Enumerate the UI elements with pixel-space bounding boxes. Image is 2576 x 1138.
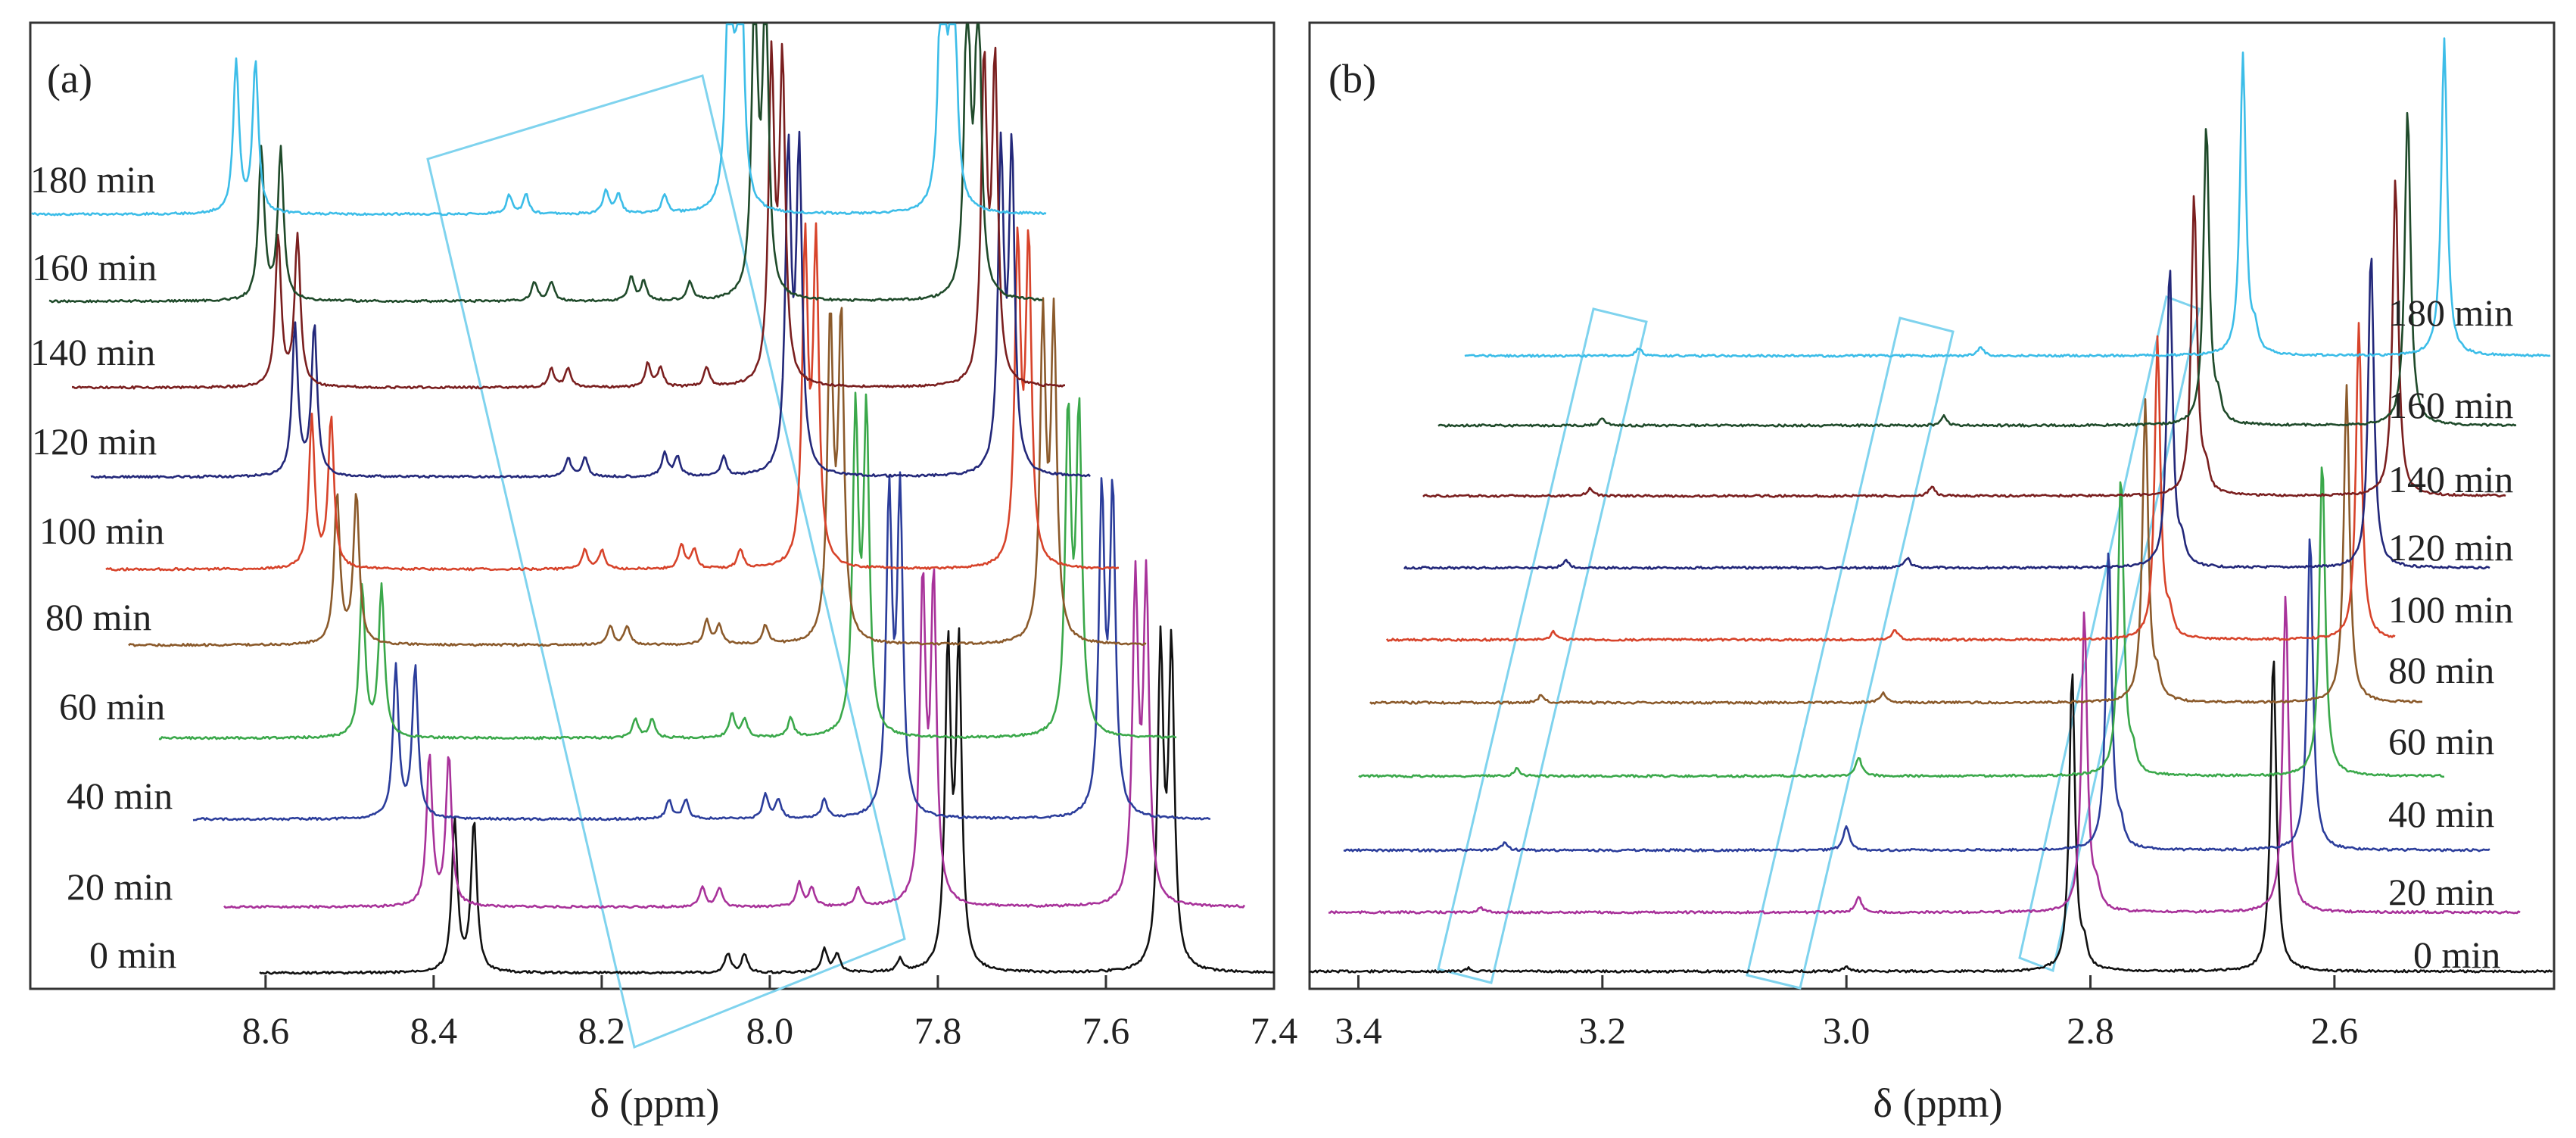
spectrum-line xyxy=(1385,322,2396,642)
panel-a-spectra xyxy=(31,23,1275,975)
time-label: 0 min xyxy=(89,934,176,976)
panel-b: (b) 0 min 20 min 40 min 60 min 80 min 100 min… xyxy=(1308,21,2556,1126)
spectrum-line xyxy=(31,23,1047,217)
time-label: 100 min xyxy=(39,510,164,552)
spectrum-line xyxy=(1369,384,2423,705)
spectrum-line xyxy=(259,625,1275,975)
panel-b-label: (b) xyxy=(1328,56,1376,101)
spectrum-line xyxy=(1403,257,2490,570)
x-tick-label: 7.4 xyxy=(1251,1009,1298,1052)
time-label: 20 min xyxy=(2388,871,2494,913)
x-tick-label: 8.4 xyxy=(410,1009,458,1052)
panel-a-label: (a) xyxy=(47,56,92,101)
spectrum-line xyxy=(1309,660,2553,974)
spectrum-line xyxy=(72,40,1065,390)
spectrum-line xyxy=(1328,595,2521,915)
time-label: 20 min xyxy=(67,865,173,908)
time-label: 160 min xyxy=(32,246,157,288)
time-label: 80 min xyxy=(2388,649,2494,691)
time-label: 180 min xyxy=(30,158,155,201)
panel-b-x-axis-title: δ (ppm) xyxy=(1874,1080,2003,1126)
spectrum-line xyxy=(1358,466,2445,778)
spectrum-line xyxy=(1438,111,2517,428)
x-tick-label: 8.6 xyxy=(242,1009,290,1052)
spectrum-line xyxy=(128,297,1147,647)
highlight-box xyxy=(1746,316,1955,990)
panel-b-time-labels: 0 min 20 min 40 min 60 min 80 min 100 min 120 … xyxy=(2388,292,2513,976)
time-label: 60 min xyxy=(59,685,165,728)
spectrum-line xyxy=(1422,179,2506,498)
panel-a-time-labels: 0 min 20 min 40 min 60 min 80 min 100 min 120 … xyxy=(30,158,176,976)
spectrum-line xyxy=(158,391,1177,740)
spectrum-line xyxy=(1343,538,2490,853)
panel-a-highlight-box xyxy=(426,74,906,1049)
time-label: 140 min xyxy=(30,331,155,373)
spectrum-line xyxy=(192,471,1211,822)
time-label: 160 min xyxy=(2388,384,2513,426)
panel-b-frame xyxy=(1308,21,2556,990)
x-tick-label: 3.4 xyxy=(1335,1009,1382,1052)
x-tick-label: 3.0 xyxy=(1823,1009,1870,1052)
highlight-box xyxy=(2018,295,2201,973)
time-label: 140 min xyxy=(2388,458,2513,500)
time-label: 60 min xyxy=(2388,720,2494,762)
highlight-box xyxy=(1437,307,1648,984)
x-tick-label: 2.8 xyxy=(2067,1009,2114,1052)
panel-a-frame xyxy=(29,21,1276,990)
time-label: 180 min xyxy=(2388,292,2513,334)
x-tick-label: 8.0 xyxy=(746,1009,794,1052)
panel-b-highlight-boxes xyxy=(1437,295,2201,990)
time-label: 120 min xyxy=(2388,526,2513,569)
time-label: 0 min xyxy=(2413,934,2500,976)
highlight-parallelogram xyxy=(426,74,906,1049)
panel-b-x-axis: 3.4 3.2 3.0 2.8 2.6 xyxy=(1335,975,2358,1052)
spectrum-line xyxy=(48,23,1043,304)
time-label: 40 min xyxy=(2388,793,2494,835)
panel-a-x-axis: 8.6 8.4 8.2 8.0 7.8 7.6 7.4 xyxy=(242,975,1298,1052)
x-tick-label: 7.8 xyxy=(914,1009,962,1052)
spectrum-line xyxy=(223,559,1246,909)
time-label: 40 min xyxy=(67,775,173,817)
x-tick-label: 2.6 xyxy=(2311,1009,2359,1052)
time-label: 80 min xyxy=(45,596,151,638)
spectrum-line xyxy=(90,130,1091,479)
panel-a-x-axis-title: δ (ppm) xyxy=(590,1080,720,1126)
x-tick-label: 8.2 xyxy=(578,1009,626,1052)
time-label: 100 min xyxy=(2388,588,2513,631)
spectrum-line xyxy=(105,222,1120,572)
panel-b-spectra xyxy=(1309,37,2553,974)
panel-a: (a) 0 min 20 min 40 min 60 min 80 min 100 min… xyxy=(29,21,1298,1126)
spectrum-line xyxy=(1464,37,2551,358)
time-label: 120 min xyxy=(32,420,157,463)
x-tick-label: 7.6 xyxy=(1082,1009,1130,1052)
x-tick-label: 3.2 xyxy=(1579,1009,1627,1052)
